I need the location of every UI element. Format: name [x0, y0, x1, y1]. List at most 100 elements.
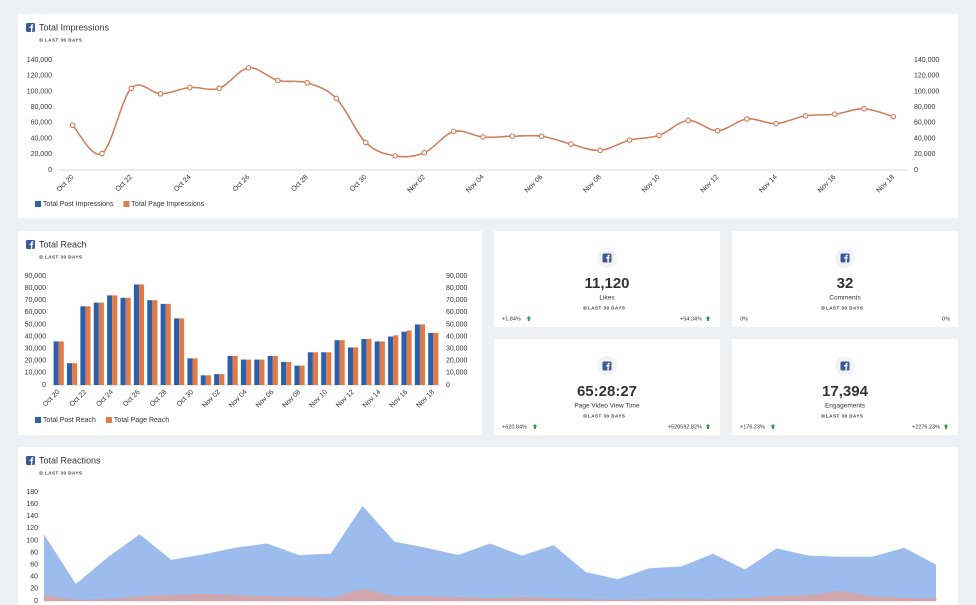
kpi-panel — [494, 231, 720, 327]
point — [685, 117, 691, 124]
point — [216, 85, 222, 91]
point — [597, 147, 603, 154]
point — [744, 116, 750, 122]
bar — [93, 302, 99, 385]
chart-subtitle: LAST 30 DAYS — [45, 255, 82, 260]
kpi-period: LAST 30 DAYS — [826, 414, 863, 419]
bar — [72, 363, 78, 385]
bar — [205, 375, 211, 385]
kpi-label: Page Video View Time — [574, 403, 640, 410]
impressions-panel — [18, 14, 958, 218]
y-tick-label: 100 — [26, 537, 38, 544]
y2-tick-label: 20,000 — [446, 358, 468, 365]
bar — [138, 284, 145, 385]
y-tick-label: 0 — [42, 382, 46, 389]
clock-icon — [821, 306, 825, 310]
bar — [379, 341, 385, 385]
y-tick-label: 60,000 — [25, 309, 47, 316]
bar — [147, 300, 153, 385]
bar — [428, 332, 434, 385]
y2-tick-label: 40,000 — [914, 135, 936, 142]
kpi-label: Engagements — [825, 403, 866, 410]
bar — [125, 297, 131, 385]
bar — [152, 300, 158, 385]
chart-title: Total Reach — [39, 239, 87, 249]
kpi-label: Likes — [599, 295, 615, 302]
y-tick-label: 180 — [26, 489, 38, 496]
bar — [254, 359, 260, 385]
kpi-change-left: +620.84% — [502, 424, 527, 430]
bar — [334, 340, 340, 385]
y-tick-label: 40,000 — [25, 333, 47, 340]
kpi-change-right: +2276.23% — [912, 424, 940, 430]
bar — [240, 359, 246, 385]
trend-arrow — [770, 424, 776, 429]
y-tick-label: 30,000 — [25, 346, 47, 353]
kpi-change-left: +176.23% — [740, 424, 765, 430]
bar — [366, 338, 372, 385]
bar — [120, 297, 126, 385]
bar — [227, 355, 233, 385]
bar — [307, 352, 313, 385]
bar — [272, 355, 278, 385]
bar — [174, 318, 180, 385]
chart-title: Total Reactions — [39, 455, 101, 465]
y2-tick-label: 40,000 — [446, 333, 468, 340]
kpi-value: 65:28:27 — [577, 383, 637, 400]
bar — [299, 365, 305, 385]
y-tick-label: 80 — [30, 549, 38, 556]
legend-swatch — [105, 417, 112, 423]
y2-tick-label: 0 — [914, 167, 918, 174]
bar — [414, 324, 420, 385]
bar — [321, 352, 327, 385]
point — [861, 106, 867, 112]
kpi-label: Comments — [829, 295, 861, 302]
bar — [133, 284, 139, 385]
kpi-change-right: 0% — [942, 316, 950, 322]
bar — [179, 318, 185, 385]
kpi-period: LAST 30 DAYS — [826, 306, 863, 311]
y2-tick-label: 90,000 — [446, 273, 468, 280]
y-tick-label: 140,000 — [27, 57, 52, 64]
y-tick-label: 40,000 — [31, 135, 53, 142]
point — [333, 95, 340, 102]
facebook-icon-glyph — [606, 362, 610, 371]
bar — [406, 330, 412, 385]
kpi-value: 32 — [837, 275, 854, 292]
bar — [326, 352, 332, 385]
bar — [232, 355, 238, 385]
bar — [374, 341, 380, 385]
y2-tick-label: 70,000 — [446, 297, 468, 304]
facebook-icon-glyph — [606, 254, 610, 263]
point — [568, 141, 574, 147]
bar — [214, 374, 220, 385]
y2-tick-label: 10,000 — [446, 370, 468, 377]
legend-swatch — [35, 417, 41, 423]
point — [128, 85, 134, 91]
bar — [246, 359, 252, 385]
bar — [219, 374, 225, 385]
y-tick-label: 70,000 — [25, 297, 47, 304]
kpi-change-right: +520592.82% — [668, 424, 702, 430]
y-tick-label: 20 — [30, 586, 38, 593]
clock-icon — [39, 38, 43, 42]
kpi-change-left: +1.84% — [502, 316, 521, 322]
point — [275, 77, 281, 84]
facebook-icon-glyph — [29, 457, 34, 465]
y-tick-label: 60,000 — [31, 120, 53, 127]
legend-swatch — [35, 201, 41, 207]
legend-label: Total Page Reach — [114, 417, 169, 424]
y2-tick-label: 30,000 — [446, 346, 468, 353]
point — [773, 120, 779, 127]
bar — [200, 375, 206, 385]
kpi-panel — [732, 231, 958, 327]
kpi-change-right: +54.34% — [680, 316, 702, 322]
bar — [53, 341, 59, 385]
y2-tick-label: 60,000 — [446, 309, 468, 316]
legend-label: Total Page Impressions — [131, 201, 204, 208]
facebook-icon-glyph — [844, 254, 848, 263]
bar — [433, 332, 439, 385]
chart-title: Total Impressions — [39, 22, 110, 32]
facebook-icon-glyph — [29, 24, 34, 32]
